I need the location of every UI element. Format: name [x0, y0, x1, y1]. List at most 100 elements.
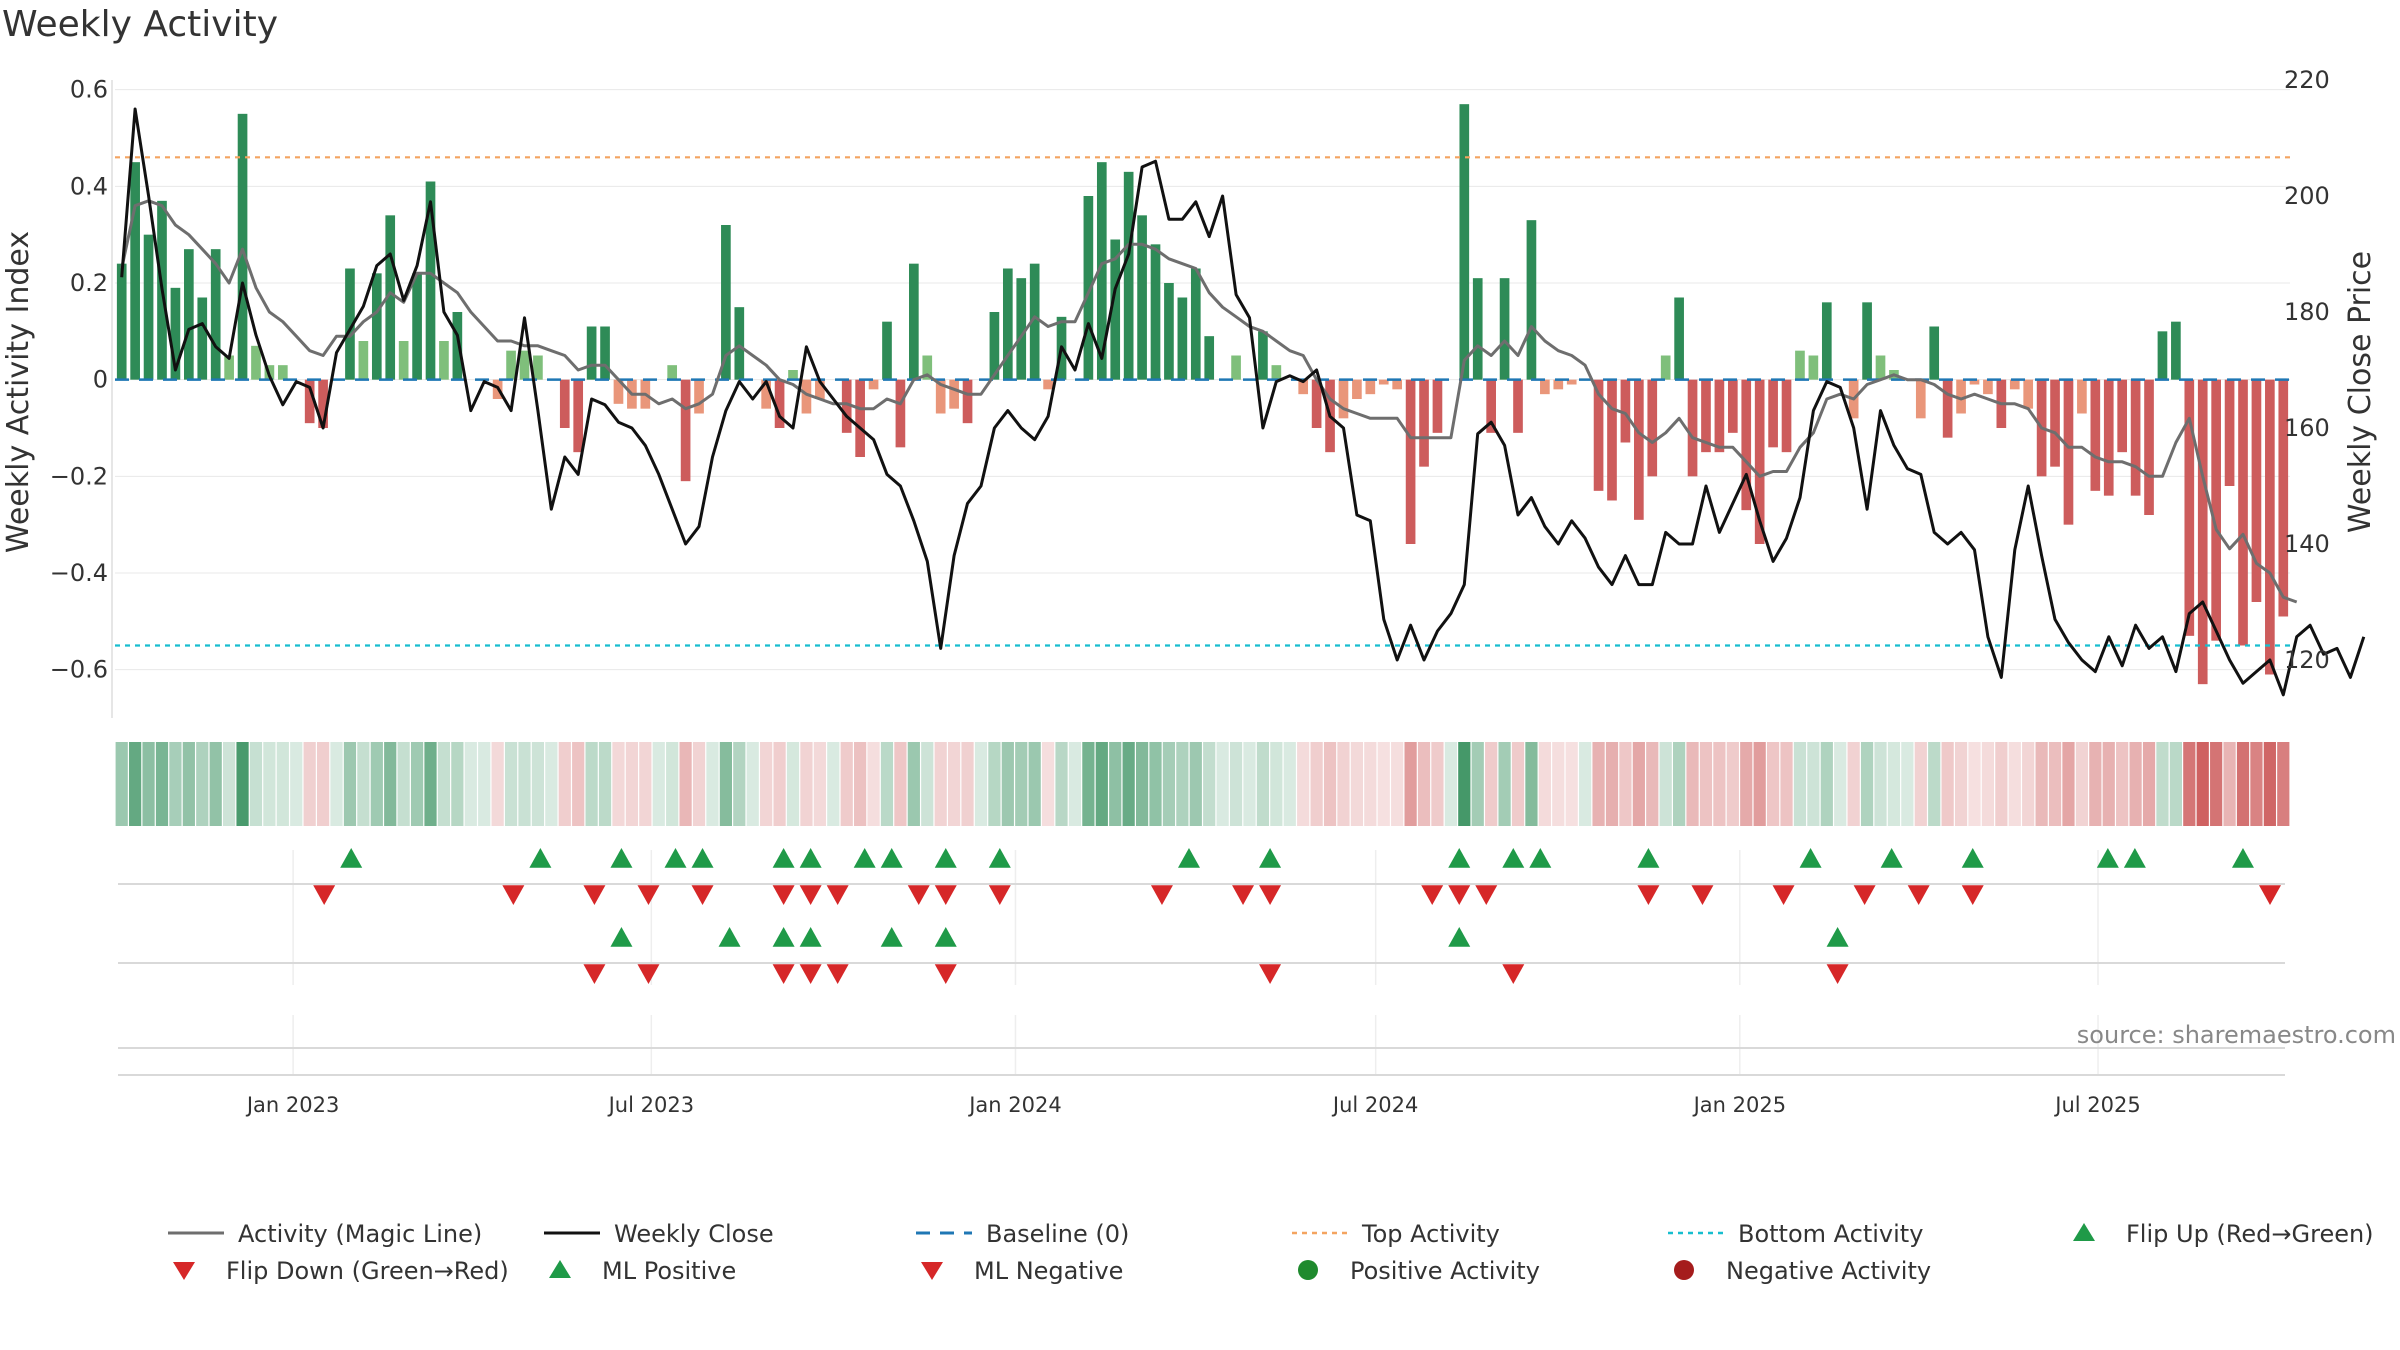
heat-cell — [1270, 742, 1283, 826]
activity-bar — [1593, 379, 1604, 491]
flip-down-marker — [502, 885, 525, 905]
activity-bar — [1795, 350, 1805, 380]
heat-cell — [316, 742, 330, 826]
activity-bar — [1365, 379, 1376, 395]
flip-up-marker — [2096, 848, 2119, 868]
heat-cell — [1162, 742, 1176, 826]
heat-cell — [169, 742, 182, 826]
heat-cell — [2196, 742, 2209, 826]
activity-bar — [1123, 171, 1134, 380]
heat-cell — [1579, 742, 1592, 826]
activity-bar — [1499, 278, 1510, 380]
activity-bar — [1647, 379, 1658, 477]
flip-down-marker — [772, 885, 795, 905]
legend-swatch — [549, 1260, 571, 1278]
flip-up-marker — [1177, 848, 1200, 868]
activity-bar — [949, 379, 959, 409]
heat-cell — [625, 742, 639, 826]
heat-cell — [1028, 742, 1041, 826]
heat-cell — [1041, 742, 1055, 826]
heat-cell — [1914, 742, 1927, 826]
axes: 0.6 0.4 0.2 0 −0.2 −0.4 −0.6 220 200 180 160 140 120… — [50, 66, 2330, 1117]
activity-bar — [116, 263, 127, 380]
heat-cell — [545, 742, 558, 826]
heat-cell — [558, 742, 571, 826]
flip-down-marker — [1232, 885, 1255, 905]
heat-cell — [639, 742, 652, 826]
activity-bar — [1808, 355, 1819, 380]
activity-bar — [1405, 379, 1416, 544]
activity-bar — [1526, 220, 1537, 380]
flip-down-marker — [988, 885, 1011, 905]
activity-bar — [1177, 297, 1188, 380]
flip-down-marker — [637, 885, 660, 905]
activity-bar — [1540, 379, 1550, 395]
activity-bar — [1043, 379, 1053, 390]
heat-cell — [491, 742, 504, 826]
legend-item-top: Top Activity — [1292, 1220, 1500, 1248]
activity-bar — [788, 370, 798, 380]
activity-bar — [2090, 379, 2101, 491]
legend-item-mlneg: ML Negative — [921, 1257, 1123, 1285]
y-axis-right-label: Weekly Close Price — [2343, 251, 2378, 533]
flip-up-marker — [1637, 848, 1660, 868]
activity-bar — [922, 355, 933, 380]
activity-bar — [2238, 379, 2248, 646]
activity-bar — [237, 113, 248, 380]
activity-bar — [1701, 379, 1711, 453]
heat-cell — [1471, 742, 1484, 826]
activity-bar — [855, 379, 865, 457]
heat-cell — [786, 742, 800, 826]
activity-bar — [1513, 379, 1523, 433]
heat-cell — [2035, 742, 2048, 826]
activity-heat-strip — [115, 742, 2290, 826]
activity-bar — [519, 350, 530, 380]
flip-down-marker — [1150, 885, 1173, 905]
y-right-tick-label: 200 — [2284, 182, 2330, 210]
heat-cell — [733, 742, 746, 826]
activity-bar — [586, 326, 597, 380]
ml-positive-marker — [934, 927, 957, 947]
heat-cell — [1511, 742, 1525, 826]
activity-bar — [533, 355, 543, 380]
activity-bar — [2023, 379, 2034, 409]
activity-bar — [2184, 379, 2195, 636]
flip-up-marker — [1880, 848, 1903, 868]
heat-cell — [1901, 742, 1914, 826]
heat-cell — [2089, 742, 2102, 826]
activity-bar — [694, 379, 704, 414]
heat-cell — [478, 742, 491, 826]
heat-cell — [1753, 742, 1766, 826]
activity-bar — [613, 379, 624, 404]
magic-line — [120, 199, 2298, 604]
heat-cell — [1229, 742, 1243, 826]
activity-bar — [2077, 379, 2087, 414]
activity-bar — [224, 355, 234, 380]
heat-cell — [934, 742, 947, 826]
ml-negative-marker — [583, 964, 606, 984]
activity-bar — [1674, 297, 1684, 380]
activity-bar — [1271, 365, 1282, 380]
heat-cell — [2183, 742, 2196, 826]
activity-bar — [1929, 326, 1940, 380]
heat-cell — [867, 742, 880, 826]
flip-down-marker — [583, 885, 606, 905]
heat-cell — [1968, 742, 1981, 826]
heat-cell — [397, 742, 410, 826]
activity-bar — [1687, 379, 1698, 477]
activity-bar — [573, 379, 584, 453]
heat-cell — [1203, 742, 1216, 826]
activity-bar — [1150, 244, 1161, 380]
x-tick-label: Jul 2023 — [607, 1093, 694, 1117]
heat-cell — [1860, 742, 1874, 826]
activity-bar — [277, 365, 288, 380]
heat-cell — [1928, 742, 1941, 826]
activity-bar — [2009, 379, 2020, 390]
flip-down-marker — [1961, 885, 1984, 905]
activity-bar — [1781, 379, 1792, 453]
heat-cell — [2048, 742, 2062, 826]
y-right-tick-label: 140 — [2284, 530, 2330, 558]
ml-positive-marker — [880, 927, 903, 947]
activity-bar — [170, 287, 181, 380]
heat-cell — [746, 742, 759, 826]
